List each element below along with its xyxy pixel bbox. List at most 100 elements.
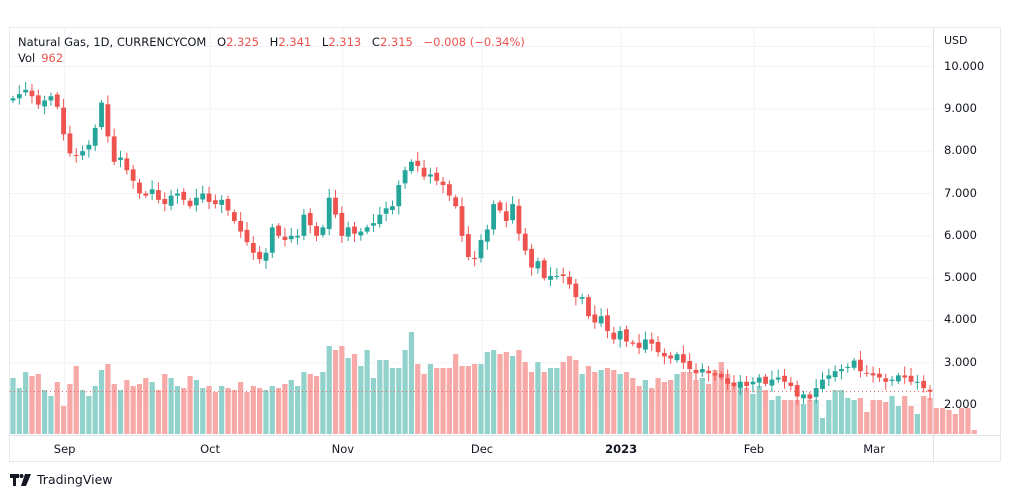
volume-bar	[60, 406, 67, 434]
volume-bar	[959, 408, 965, 434]
candle-body	[832, 371, 838, 378]
volume-bar	[231, 390, 237, 434]
candle-body	[269, 227, 275, 253]
volume-bar	[769, 400, 775, 434]
candle-body	[206, 193, 212, 202]
volume-bar	[870, 400, 876, 434]
candle-body	[231, 212, 237, 221]
candle-body	[643, 339, 648, 350]
volume-bar	[206, 386, 212, 434]
volume-bar	[560, 362, 566, 434]
volume-bar	[320, 372, 326, 434]
candle-body	[478, 240, 484, 259]
candle-body	[769, 379, 775, 386]
candle-body	[737, 381, 743, 388]
volume-bar	[927, 398, 933, 434]
candle-body	[870, 373, 876, 376]
tradingview-brand[interactable]: TradingView	[10, 472, 113, 487]
volume-bar	[687, 372, 693, 434]
candle-body	[725, 378, 731, 384]
volume-bar	[136, 384, 143, 434]
candle-body	[877, 373, 882, 378]
candle-body	[529, 248, 534, 268]
volume-bar	[623, 372, 630, 434]
volume-bar	[345, 358, 351, 434]
volume-bar	[889, 396, 895, 434]
volume-bar	[668, 380, 674, 434]
candle-body	[731, 383, 737, 386]
price-tick-label: 5.000	[944, 270, 977, 285]
candle-body	[156, 190, 161, 200]
candle-body	[522, 233, 528, 251]
volume-bar	[655, 378, 661, 434]
price-tick-label: 6.000	[944, 227, 977, 242]
volume-bar	[73, 366, 79, 434]
candle-body	[130, 169, 136, 181]
candle-body	[510, 204, 516, 221]
candle-body	[250, 242, 256, 253]
axis-currency: USD	[944, 34, 968, 47]
volume-bar	[269, 386, 275, 434]
volume-bar	[162, 374, 168, 434]
volume-bar	[838, 390, 845, 434]
symbol-title: Natural Gas, 1D, CURRENCYCOM	[18, 35, 207, 49]
volume-bar	[193, 380, 199, 434]
volume-bar	[168, 378, 174, 434]
candle-body	[257, 251, 263, 260]
candle-body	[560, 274, 566, 276]
price-tick-label: 10.000	[944, 58, 985, 73]
candle-body	[212, 200, 218, 205]
volume-bar	[396, 368, 402, 434]
price-tick-label: 2.000	[944, 397, 977, 411]
candle-body	[118, 157, 123, 161]
time-tick-label: Sep	[53, 442, 76, 456]
volume-bar	[642, 380, 649, 434]
volume-bar	[604, 368, 611, 434]
volume-legend: Vol 962	[18, 51, 63, 65]
volume-bar	[155, 390, 162, 434]
volume-bar	[440, 368, 446, 434]
volume-bar	[756, 386, 762, 434]
volume-bar	[731, 382, 737, 434]
candle-body	[80, 151, 85, 156]
volume-bar	[725, 374, 731, 434]
volume-bar	[10, 378, 16, 434]
candle-body	[902, 375, 908, 378]
volume-bar	[762, 390, 769, 434]
volume-bar	[459, 366, 465, 434]
volume-bar	[491, 350, 497, 434]
volume-bar	[794, 400, 800, 434]
high-value: 2.341	[278, 35, 312, 49]
volume-bar	[23, 372, 29, 434]
candle-body	[889, 379, 895, 381]
candle-body	[472, 257, 478, 260]
volume-bar	[465, 366, 471, 434]
candle-body	[459, 206, 465, 236]
candle-body	[194, 197, 199, 206]
candle-body	[263, 252, 269, 261]
candle-body	[497, 202, 503, 211]
volume-bar	[750, 394, 756, 434]
volume-bar	[914, 414, 920, 434]
candle-body	[491, 204, 497, 230]
volume-bar	[661, 382, 667, 434]
volume-bar	[510, 356, 516, 434]
volume-bar	[535, 362, 541, 434]
volume-bar	[908, 406, 914, 434]
candle-body	[839, 369, 844, 372]
candle-body	[73, 155, 79, 157]
volume-bar	[617, 374, 623, 434]
candle-body	[801, 394, 806, 399]
volume-bar	[263, 390, 269, 434]
volume-bar	[294, 386, 301, 434]
candle-body	[364, 227, 370, 232]
candle-body	[864, 372, 870, 374]
volume-bar	[883, 402, 889, 434]
ohlc-legend: Natural Gas, 1D, CURRENCYCOM O2.325 H2.3…	[18, 34, 525, 51]
volume-bar	[902, 396, 908, 434]
volume-bar	[592, 372, 598, 434]
candle-body	[427, 174, 433, 177]
volume-bar	[547, 368, 554, 434]
volume-bar	[541, 372, 547, 434]
